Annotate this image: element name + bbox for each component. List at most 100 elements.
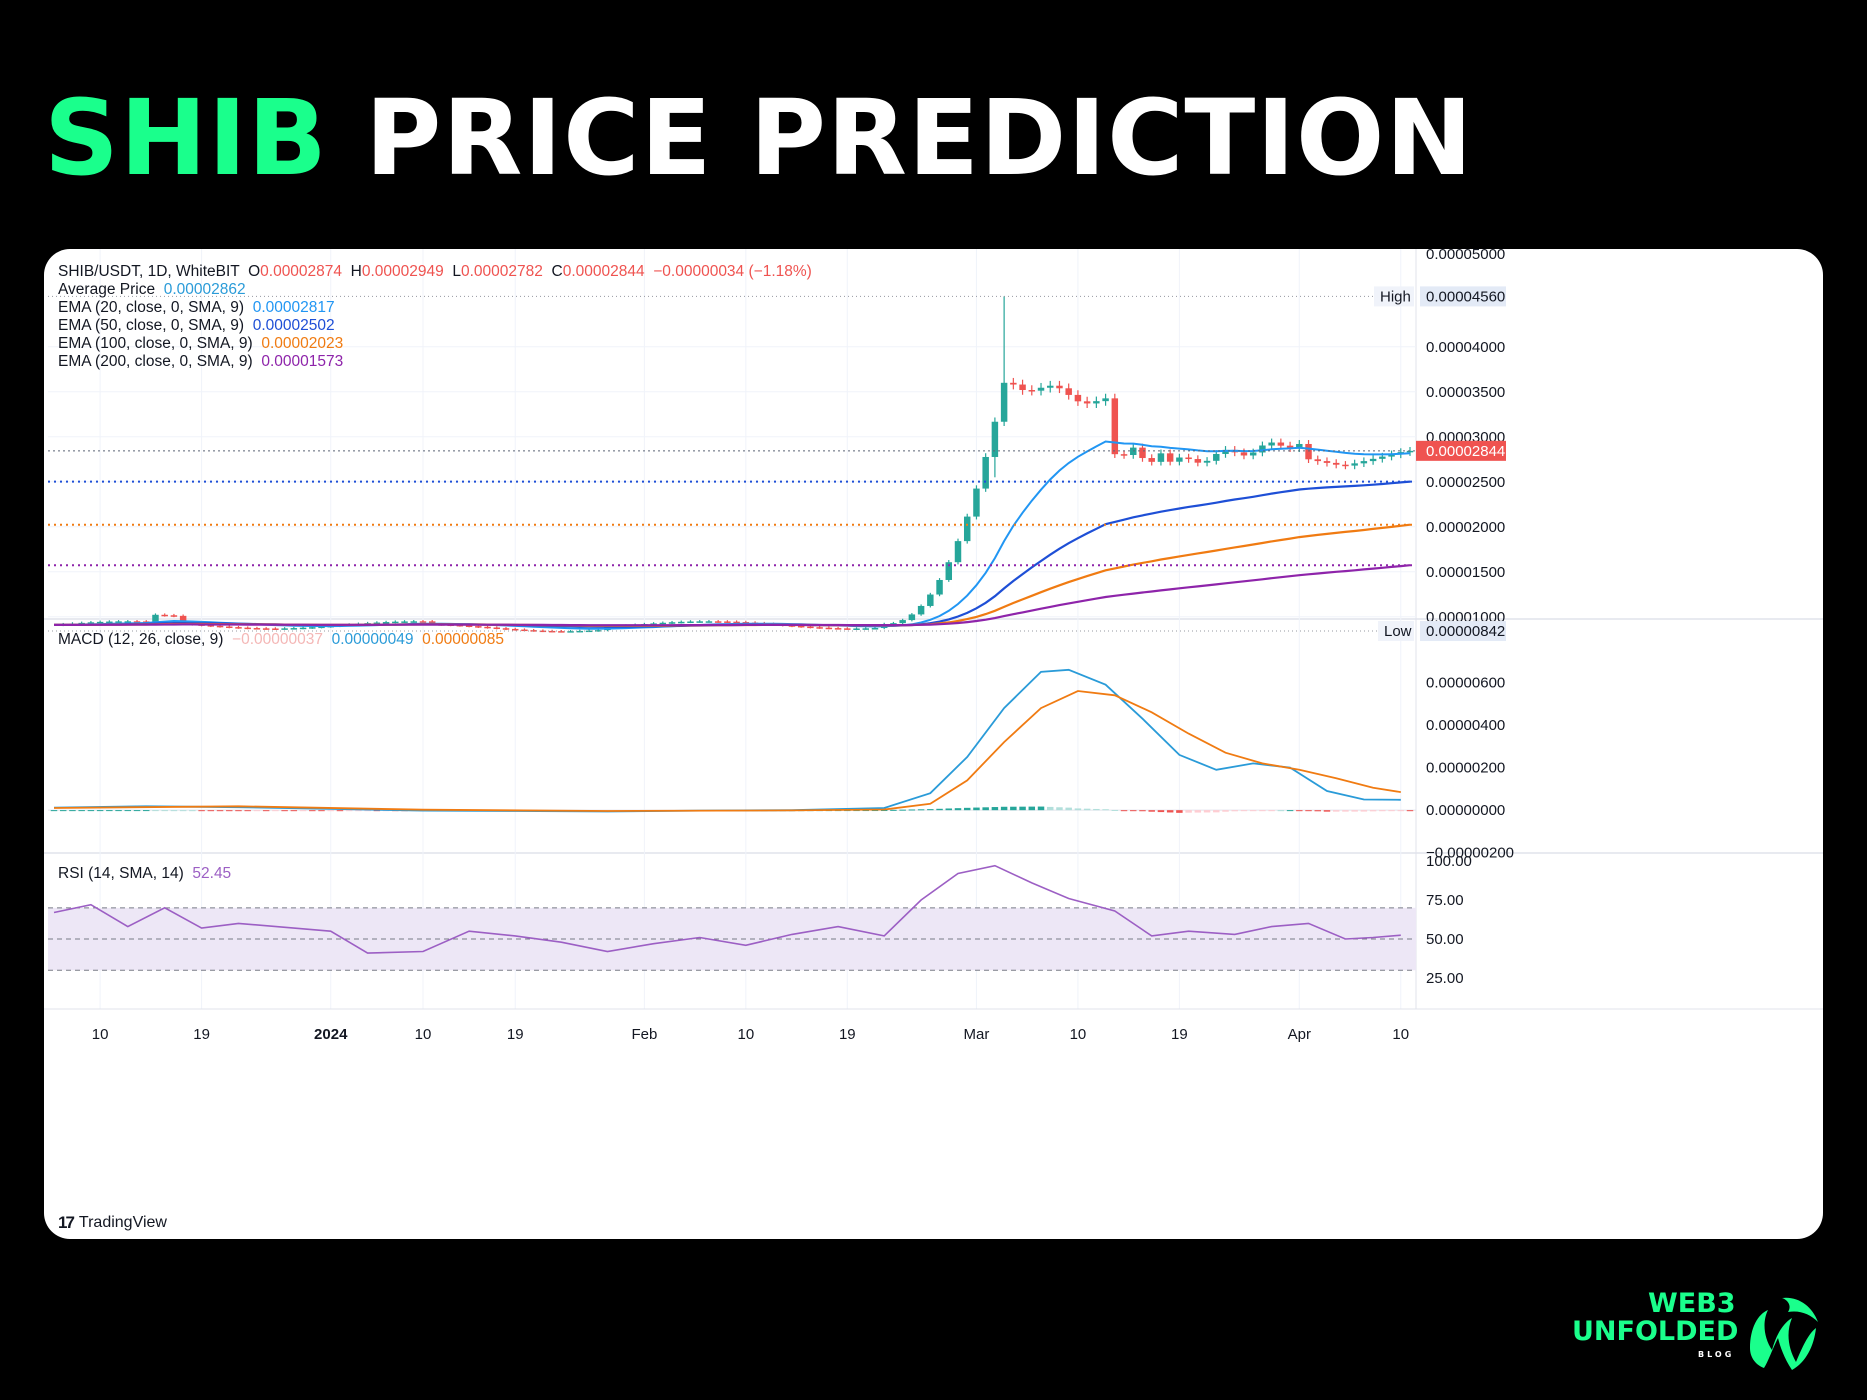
tradingview-chart[interactable]: 0.000050000.000040000.000035000.00003000… — [44, 249, 1823, 1239]
macd-histogram-bar — [1332, 810, 1340, 812]
legend-ema20-label: EMA (20, close, 0, SMA, 9) — [58, 299, 245, 316]
macd-histogram-bar — [1231, 810, 1238, 812]
candle-body — [392, 621, 399, 624]
macd-line — [53, 668, 1401, 813]
low-label: Low — [1384, 623, 1412, 640]
macd-histogram-bar — [1065, 807, 1072, 811]
macd-histogram-bar — [1222, 810, 1229, 812]
candle-body — [834, 628, 842, 630]
candle-body — [548, 630, 556, 633]
macd-histogram-bar — [364, 810, 371, 812]
legend-ema100: EMA (100, close, 0, SMA, 9) 0.00002023 — [58, 335, 343, 353]
candle-body — [401, 621, 408, 623]
legend-ema200: EMA (200, close, 0, SMA, 9) 0.00001573 — [58, 353, 343, 371]
candle-body — [1166, 453, 1174, 462]
candle-body — [1406, 450, 1414, 453]
candle-body — [1056, 385, 1063, 389]
legend-macd-signal: 0.00000085 — [422, 631, 505, 648]
macd-histogram-bar — [170, 810, 178, 812]
macd-histogram-bar — [1213, 810, 1220, 813]
legend-l-label: L — [452, 263, 461, 280]
macd-histogram-bar — [1259, 810, 1266, 812]
macd-histogram-bar — [1369, 810, 1377, 812]
macd-histogram-bar — [1185, 810, 1192, 813]
candle-body — [419, 621, 427, 623]
macd-histogram-bar — [124, 810, 132, 812]
candle-body — [705, 621, 713, 623]
tradingview-brand[interactable]: 17 TradingView — [58, 1213, 167, 1233]
macd-histogram-bar — [991, 807, 999, 811]
brand-blog: BLOG — [1698, 1350, 1735, 1359]
candle-body — [1157, 453, 1165, 462]
candle-body — [1010, 382, 1017, 385]
macd-histogram-bar — [1130, 810, 1137, 812]
candle-body — [1342, 464, 1349, 467]
candle-body — [714, 621, 722, 623]
macd-histogram-bar — [1286, 810, 1294, 812]
low-value: 0.00000842 — [1426, 623, 1505, 640]
time-axis-label: 19 — [1171, 1026, 1188, 1043]
candle-body — [1176, 457, 1183, 462]
macd-histogram-bar — [1388, 810, 1395, 812]
candle-body — [502, 628, 510, 630]
candle-body — [1286, 445, 1294, 449]
macd-histogram-bar — [945, 808, 953, 811]
price-axis-label: 0.00005000 — [1426, 249, 1505, 263]
macd-histogram-bar — [189, 810, 196, 812]
macd-histogram-bar — [1000, 806, 1008, 811]
low-value-badge — [1420, 621, 1506, 642]
candle-body — [733, 621, 740, 624]
macd-histogram-bar — [152, 810, 159, 812]
legend-ema50-value: 0.00002502 — [252, 317, 335, 334]
legend-avg-value: 0.00002862 — [163, 281, 246, 298]
wave-logo-icon — [1750, 1297, 1818, 1370]
rsi-line — [53, 864, 1401, 954]
candle-body — [484, 626, 491, 629]
legend-ema50: EMA (50, close, 0, SMA, 9) 0.00002502 — [58, 317, 335, 335]
candle-body — [963, 516, 971, 542]
candle-body — [1360, 461, 1368, 464]
macd-histogram-bar — [1111, 809, 1119, 811]
candle-body — [170, 615, 178, 617]
macd-histogram-bar — [253, 810, 261, 812]
macd-histogram-bar — [1074, 808, 1082, 811]
candles — [59, 296, 1414, 633]
candle-body — [244, 627, 251, 630]
legend-ema200-value: 0.00001573 — [261, 353, 344, 370]
macd-histogram-bar — [69, 810, 76, 812]
candle-body — [696, 621, 703, 623]
candle-body — [1369, 458, 1377, 462]
macd-axis-label: 0.00000600 — [1426, 675, 1505, 692]
last-price-badge — [1416, 440, 1506, 461]
web3-unfolded-logo: WEB3 UNFOLDED BLOG — [1570, 1286, 1830, 1376]
legend-h-label: H — [350, 263, 362, 280]
candle-body — [1213, 453, 1220, 461]
candle-body — [936, 579, 943, 595]
high-label: High — [1380, 288, 1411, 305]
time-axis-label: Mar — [964, 1026, 990, 1043]
candle-body — [558, 631, 565, 633]
price-axis-label: 0.00004000 — [1426, 339, 1505, 356]
macd-histogram-bar — [1314, 810, 1321, 812]
legend-o-label: O — [248, 263, 261, 280]
time-axis-label: 19 — [193, 1026, 210, 1043]
candle-body — [373, 622, 381, 625]
candle-body — [1240, 452, 1248, 456]
candle-body — [1194, 459, 1202, 463]
macd-histogram-bar — [1157, 810, 1165, 813]
macd-axis-label: 0.00000400 — [1426, 717, 1505, 734]
candle-body — [521, 629, 528, 632]
candle-body — [1296, 443, 1303, 449]
candle-body — [161, 614, 168, 617]
macd-histogram-bar — [235, 810, 242, 812]
candle-body — [1120, 454, 1128, 456]
macd-histogram-bar — [982, 807, 989, 811]
legend-rsi: RSI (14, SMA, 14) 52.45 — [58, 865, 231, 883]
macd-histogram-bar — [890, 809, 897, 811]
brand-unfolded: UNFOLDED — [1572, 1316, 1739, 1347]
macd-histogram-bar — [244, 810, 251, 812]
candle-body — [124, 621, 132, 623]
candle-body — [954, 541, 962, 563]
candle-body — [318, 626, 325, 629]
candle-body — [216, 625, 224, 628]
